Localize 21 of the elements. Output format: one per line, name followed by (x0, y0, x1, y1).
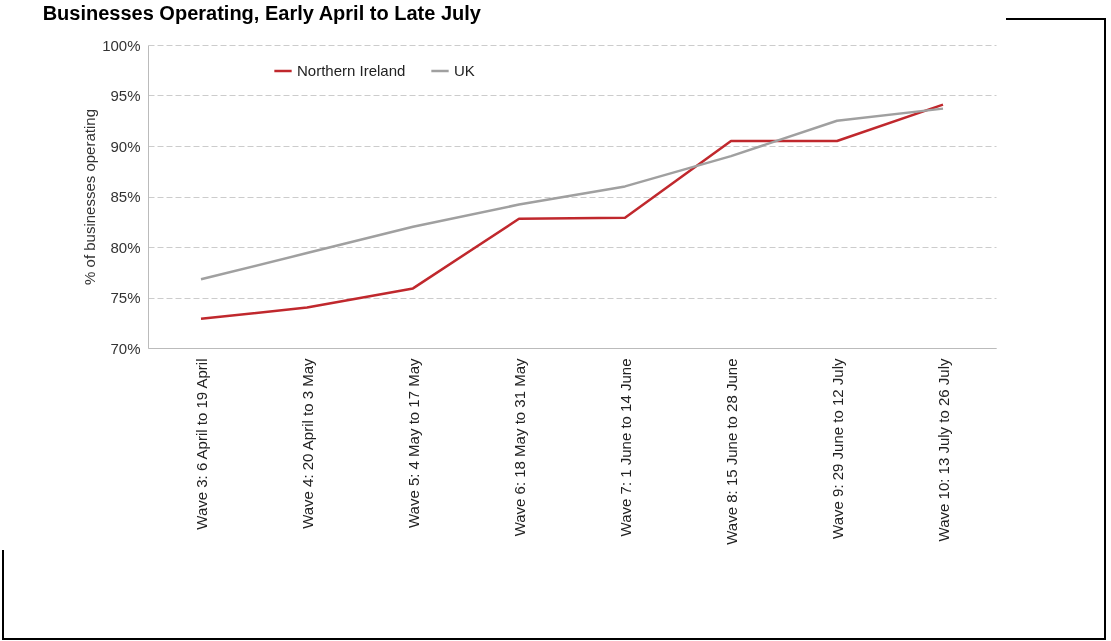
y-tick-label: 80% (110, 238, 141, 256)
y-tick-label: 85% (110, 188, 141, 205)
x-tick-label: Wave 9: 29 June to 12 July (828, 358, 846, 539)
y-tick-label: 70% (110, 339, 141, 357)
y-tick-label: 100% (102, 36, 141, 54)
line-series (199, 107, 945, 281)
y-axis-title: % of businesses operating (81, 109, 99, 285)
legend-label: Northern Ireland (297, 62, 406, 79)
x-tick-label: Wave 5: 4 May to 17 May (404, 358, 422, 529)
y-tick-label: 90% (110, 137, 141, 155)
x-tick-label: Wave 4: 20 April to 3 May (298, 358, 316, 529)
chart-title: Businesses Operating, Early April to Late July (42, 2, 482, 24)
y-tick-label: 75% (110, 289, 141, 306)
x-tick-label: Wave 7: 1 June to 14 June (616, 358, 634, 537)
legend-label: UK (454, 62, 475, 79)
line-series (199, 103, 945, 320)
x-tick-label: Wave 8: 15 June to 28 June (722, 358, 740, 545)
y-tick-label: 95% (110, 87, 141, 104)
x-tick-label: Wave 6: 18 May to 31 May (510, 358, 528, 537)
x-tick-label: Wave 10: 13 July to 26 July (934, 358, 952, 542)
x-tick-label: Wave 3: 6 April to 19 April (192, 358, 210, 530)
